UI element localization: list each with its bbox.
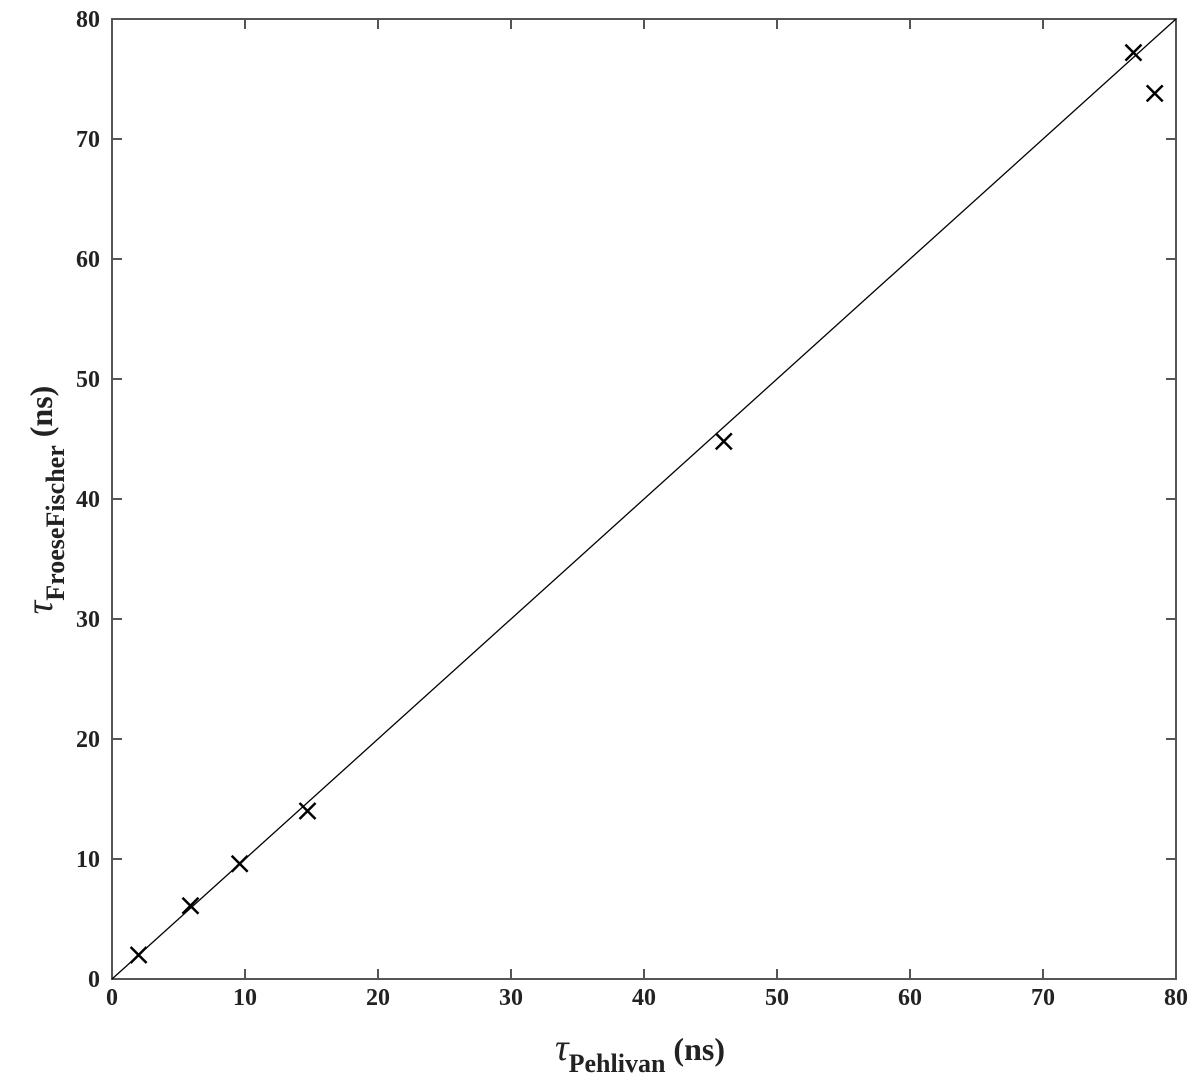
reference-line [111, 18, 1177, 980]
data-point [1145, 84, 1164, 103]
x-label-subscript: Pehlivan [569, 1049, 666, 1078]
y-tick-label: 80 [76, 7, 100, 33]
y-axis-label: τFroeseFischer (ns) [19, 386, 70, 615]
x-axis-label: τPehlivan (ns) [555, 1027, 725, 1078]
x-tick-label: 70 [1031, 985, 1055, 1011]
y-label-unit: (ns) [23, 386, 59, 438]
x-label-symbol: τ [555, 1027, 570, 1069]
y-label-subscript: FroeseFischer [41, 445, 70, 600]
x-tick-label: 60 [898, 985, 922, 1011]
x-label-unit: (ns) [673, 1031, 725, 1067]
x-tick-label: 20 [366, 985, 390, 1011]
data-point [181, 896, 200, 915]
data-point [714, 432, 733, 451]
x-tick-label: 80 [1164, 985, 1188, 1011]
data-point [129, 946, 148, 964]
y-tick-label: 20 [76, 727, 100, 753]
y-tick-label: 40 [76, 487, 100, 513]
data-point [230, 854, 249, 873]
x-tick-label: 10 [233, 985, 257, 1011]
y-tick-label: 60 [76, 247, 100, 273]
data-point [1124, 43, 1143, 62]
data-point [298, 802, 317, 820]
y-tick-label: 70 [76, 127, 100, 153]
x-tick-label: 50 [765, 985, 789, 1011]
x-tick-label: 30 [499, 985, 523, 1011]
y-tick-label: 10 [76, 847, 100, 873]
x-tick-label: 40 [632, 985, 656, 1011]
x-tick-label: 0 [106, 985, 118, 1011]
y-tick-label: 50 [76, 367, 100, 393]
y-label-symbol: τ [19, 599, 61, 614]
y-tick-label: 30 [76, 607, 100, 633]
y-tick-label: 0 [88, 967, 100, 993]
